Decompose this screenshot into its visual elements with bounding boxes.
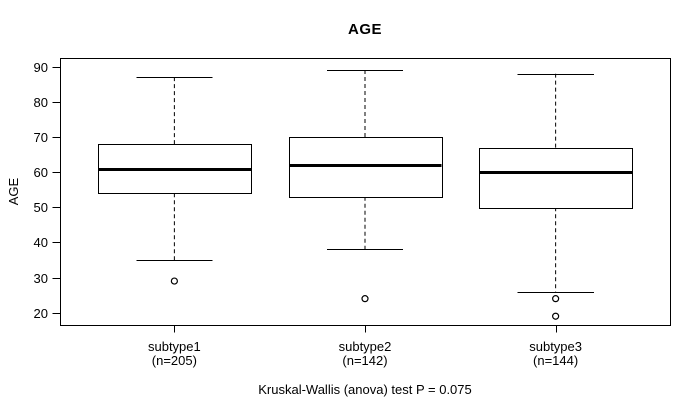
group-count: (n=205) bbox=[151, 352, 197, 368]
stat-annotation: Kruskal-Wallis (anova) test P = 0.075 bbox=[258, 382, 472, 397]
group-name: subtype1 bbox=[147, 339, 201, 354]
y-tick-label: 80 bbox=[34, 95, 48, 110]
y-tick-label: 90 bbox=[34, 60, 48, 75]
outlier-point bbox=[361, 295, 369, 303]
y-tick-label: 60 bbox=[34, 165, 48, 180]
group-name: subtype3 bbox=[529, 339, 582, 354]
x-axis-group-label: subtype3 (n=144) bbox=[481, 340, 631, 367]
y-tick-label: 20 bbox=[34, 306, 48, 321]
outlier-point bbox=[552, 312, 560, 320]
outlier-point bbox=[552, 295, 560, 303]
x-axis-group-label: subtype2 (n=142) bbox=[290, 340, 440, 367]
group-count: (n=142) bbox=[342, 352, 388, 368]
iqr-box bbox=[289, 137, 443, 198]
outlier-point bbox=[170, 277, 178, 285]
y-tick-label: 50 bbox=[34, 200, 48, 215]
y-tick-label: 30 bbox=[34, 271, 48, 286]
y-tick-label: 70 bbox=[34, 130, 48, 145]
chart-title: AGE bbox=[347, 21, 382, 38]
iqr-box bbox=[479, 148, 633, 209]
x-axis-group-label: subtype1 (n=205) bbox=[99, 340, 249, 367]
y-tick-label: 40 bbox=[34, 235, 48, 250]
group-name: subtype2 bbox=[338, 339, 392, 354]
group-count: (n=144) bbox=[533, 352, 579, 368]
